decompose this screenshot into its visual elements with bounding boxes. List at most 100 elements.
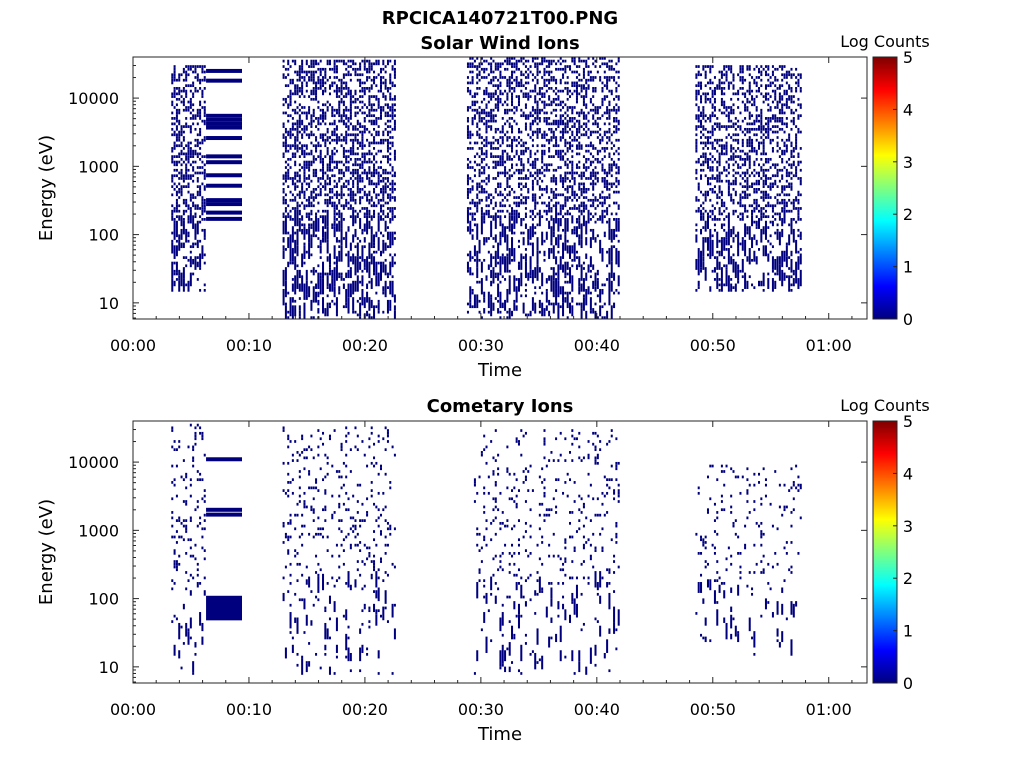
data-cell	[471, 218, 474, 221]
data-cell	[596, 160, 599, 164]
data-cell	[389, 108, 392, 112]
data-cell	[384, 65, 387, 68]
data-cell	[564, 138, 567, 142]
data-cell	[308, 223, 311, 227]
data-cell	[354, 256, 357, 259]
data-cell	[379, 76, 383, 79]
data-cell	[175, 215, 178, 219]
data-cell	[326, 152, 329, 156]
data-cell	[347, 269, 350, 279]
data-cell	[531, 89, 534, 93]
data-cell	[324, 188, 327, 191]
data-cell	[173, 70, 176, 74]
data-cell	[363, 144, 366, 148]
data-cell	[373, 234, 376, 243]
data-cell	[201, 245, 204, 259]
data-cell	[322, 215, 325, 219]
data-cell	[608, 78, 611, 82]
data-cell	[494, 160, 497, 164]
data-cell	[366, 207, 369, 210]
data-cell	[762, 163, 765, 167]
data-cell	[730, 278, 733, 281]
data-cell	[189, 97, 192, 101]
data-cell	[322, 168, 325, 172]
data-cell	[725, 152, 728, 156]
data-cell	[559, 78, 562, 82]
data-cell	[513, 119, 516, 123]
data-cell	[718, 155, 721, 158]
data-cell	[559, 136, 562, 139]
data-cell	[171, 133, 174, 137]
data-cell	[615, 288, 618, 292]
data-cell	[517, 136, 520, 139]
data-cell	[695, 144, 698, 148]
data-cell	[471, 166, 474, 169]
data-cell	[294, 188, 297, 191]
data-cell	[700, 250, 703, 268]
data-cell	[466, 193, 469, 197]
data-cell	[317, 87, 320, 90]
data-cell	[171, 147, 174, 150]
data-cell	[550, 209, 553, 213]
data-cell	[550, 103, 553, 107]
data-cell	[466, 166, 469, 169]
data-cell	[739, 70, 742, 74]
data-cell	[582, 155, 585, 158]
data-cell	[333, 59, 336, 63]
data-cell	[389, 147, 392, 150]
data-cell	[564, 297, 567, 300]
data-cell	[319, 70, 322, 74]
data-cell	[700, 212, 703, 216]
data-cell	[541, 59, 544, 63]
data-cell	[363, 212, 366, 216]
data-cell	[737, 248, 740, 257]
data-cell	[298, 147, 301, 150]
data-cell	[354, 62, 357, 66]
data-cell	[476, 76, 479, 79]
data-cell	[737, 119, 740, 123]
data-cell	[298, 196, 301, 199]
data-cell	[319, 248, 322, 254]
data-cell	[578, 182, 581, 186]
data-cell	[487, 111, 490, 115]
data-cell	[317, 67, 320, 71]
data-cell	[289, 215, 292, 219]
data-cell	[524, 122, 527, 126]
data-cell	[748, 65, 751, 68]
data-cell	[379, 67, 383, 71]
data-cell	[171, 239, 174, 243]
data-cell	[758, 125, 761, 128]
data-cell	[739, 196, 742, 199]
data-cell	[538, 177, 541, 180]
data-cell	[289, 95, 292, 98]
data-cell	[571, 168, 574, 172]
data-cell	[751, 138, 754, 142]
data-cell	[494, 250, 497, 268]
data-cell	[494, 67, 497, 71]
data-cell	[732, 168, 735, 172]
data-cell	[312, 157, 315, 161]
data-cell	[534, 171, 537, 175]
data-cell	[716, 196, 719, 199]
data-cell	[608, 117, 611, 120]
data-cell	[522, 111, 525, 115]
data-cell	[545, 117, 548, 120]
data-cell	[517, 215, 520, 219]
data-cell	[575, 138, 578, 142]
data-cell	[524, 76, 527, 79]
data-cell	[189, 272, 192, 287]
data-cell	[748, 92, 751, 96]
data-cell	[564, 81, 567, 85]
data-cell	[317, 100, 320, 104]
data-cell	[720, 190, 723, 194]
data-cell	[298, 117, 301, 120]
data-cell	[613, 218, 616, 221]
data-cell	[368, 89, 371, 93]
data-cell	[610, 92, 613, 96]
data-cell	[359, 196, 362, 199]
data-cell	[617, 84, 620, 88]
data-cell	[501, 136, 504, 139]
data-cell	[301, 119, 304, 123]
data-cell	[328, 264, 331, 268]
data-cell	[580, 89, 583, 93]
